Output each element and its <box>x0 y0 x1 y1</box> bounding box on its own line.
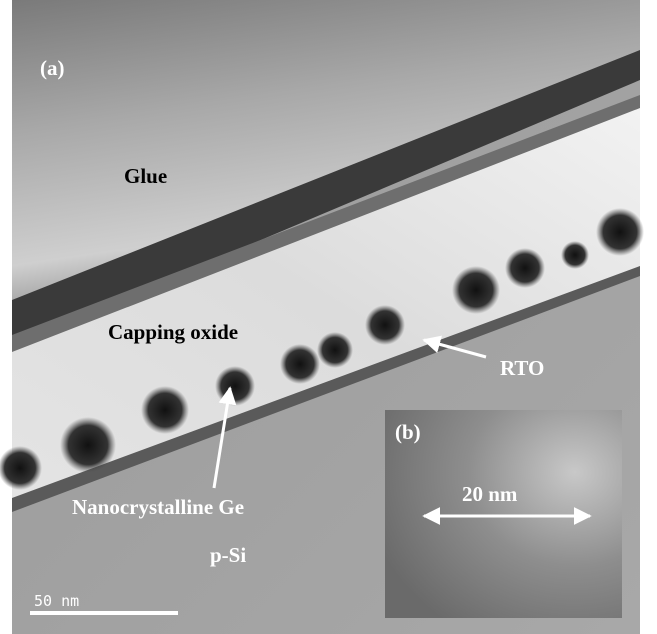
inset-label: (b) <box>395 420 421 444</box>
panel-label: (a) <box>40 56 65 80</box>
scale-bar-label: 50 nm <box>34 592 79 610</box>
ge-label: Nanocrystalline Ge <box>72 495 244 519</box>
rto-label: RTO <box>500 356 544 380</box>
si-label: p-Si <box>210 543 246 567</box>
inset-scale-label: 20 nm <box>462 482 518 506</box>
micrograph-figure: (a) Glue Capping oxide RTO Nanocrystalli… <box>0 0 657 634</box>
micrograph <box>0 0 644 634</box>
capping-oxide-label: Capping oxide <box>108 320 238 344</box>
scale-bar <box>30 611 178 615</box>
glue-label: Glue <box>124 164 167 188</box>
